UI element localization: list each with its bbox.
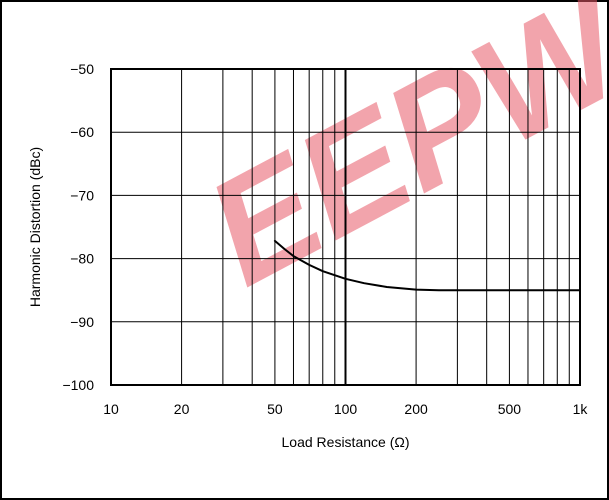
plot-area-frame — [110, 68, 581, 386]
y-tick-label: −50 — [70, 61, 94, 77]
x-tick-label: 10 — [103, 401, 119, 417]
x-tick-label: 20 — [174, 401, 190, 417]
grid-lines — [111, 69, 580, 385]
x-axis-title: Load Resistance (Ω) — [282, 434, 410, 450]
y-tick-label: −60 — [70, 124, 94, 140]
y-axis-title: Harmonic Distortion (dBc) — [27, 147, 43, 307]
y-tick-label: −100 — [62, 377, 94, 393]
x-tick-label: 200 — [404, 401, 428, 417]
x-tick-label: 50 — [267, 401, 283, 417]
x-tick-label: 500 — [498, 401, 522, 417]
x-tick-label: 1k — [573, 401, 589, 417]
x-tick-label: 100 — [334, 401, 358, 417]
y-tick-label: −80 — [70, 251, 94, 267]
series-group — [273, 239, 581, 292]
tick-labels: 10 20 50 100 200 500 1k −50 −60 −70 −80 −90 −100 — [62, 61, 588, 417]
y-tick-label: −90 — [70, 314, 94, 330]
y-tick-label: −70 — [70, 187, 94, 203]
series-line-0 — [273, 239, 581, 292]
